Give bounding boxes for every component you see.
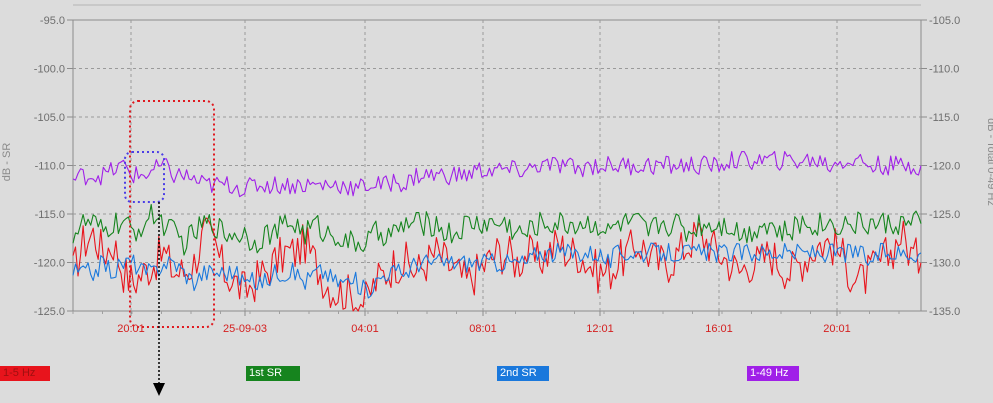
y-tick-label-left: -95.0 bbox=[40, 15, 65, 27]
highlight-box-red bbox=[129, 100, 215, 328]
legend-1-5hz: 1-5 Hz bbox=[0, 366, 50, 381]
highlight-box-blue bbox=[124, 151, 165, 203]
x-tick-label: 16:01 bbox=[705, 323, 733, 335]
y-tick-label-right: -110.0 bbox=[929, 64, 959, 76]
series-line-2nd-sr bbox=[72, 242, 922, 299]
legend-label: 1-5 Hz bbox=[3, 367, 36, 379]
grid bbox=[72, 4, 922, 312]
axis-ticks: -95.0 -100.0 -105.0 -110.0 -115.0 -120.0 -125.… bbox=[34, 15, 960, 335]
x-tick-label: 25-09-03 bbox=[223, 323, 267, 335]
series-line-1-49-hz bbox=[72, 150, 922, 198]
y-tick-label-left: -115.0 bbox=[35, 209, 65, 221]
series-line-1-5-hz bbox=[72, 217, 922, 312]
x-tick-label: 08:01 bbox=[469, 323, 497, 335]
series-layer bbox=[72, 150, 922, 312]
y-tick-label-right: -125.0 bbox=[929, 209, 960, 221]
x-tick-label: 12:01 bbox=[586, 323, 614, 335]
y-tick-label-right: -130.0 bbox=[929, 258, 960, 270]
legend-label: 1st SR bbox=[249, 367, 283, 379]
series-line-1st-sr bbox=[72, 203, 922, 256]
y-axis-label-right: dB - Total 0-49 Hz bbox=[985, 118, 993, 206]
y-tick-label-left: -100.0 bbox=[34, 64, 65, 76]
x-tick-label: 20:01 bbox=[823, 323, 851, 335]
pointer-arrow-head bbox=[153, 383, 165, 396]
y-tick-label-right: -105.0 bbox=[929, 15, 960, 27]
y-tick-label-left: -110.0 bbox=[35, 161, 65, 173]
y-tick-label-right: -135.0 bbox=[929, 306, 960, 318]
y-tick-label-left: -105.0 bbox=[34, 112, 65, 124]
x-tick-label: 04:01 bbox=[351, 323, 379, 335]
legend-2nd-sr: 2nd SR bbox=[497, 366, 549, 381]
legend-1-49hz: 1-49 Hz bbox=[747, 366, 799, 381]
y-tick-label-right: -115.0 bbox=[929, 112, 959, 124]
annotations bbox=[124, 100, 215, 396]
y-tick-label-right: -120.0 bbox=[929, 161, 960, 173]
legend-label: 2nd SR bbox=[500, 367, 537, 379]
y-tick-label-left: -125.0 bbox=[34, 306, 65, 318]
x-tick-label: 20:01 bbox=[117, 323, 145, 335]
legend-label: 1-49 Hz bbox=[750, 367, 789, 379]
y-axis-label-left: dB - SR bbox=[1, 143, 13, 182]
y-tick-label-left: -120.0 bbox=[34, 258, 65, 270]
legend-1st-sr: 1st SR bbox=[246, 366, 300, 381]
